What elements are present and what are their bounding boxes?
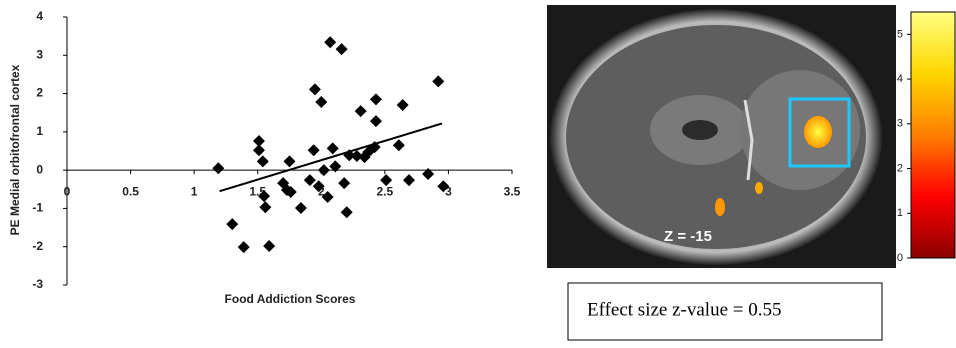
point <box>338 177 350 189</box>
point <box>341 206 353 218</box>
x-tick-label: 0.5 <box>122 184 139 198</box>
cbar-tick-label: 0 <box>897 252 903 264</box>
point <box>304 174 316 186</box>
caption: Effect size z-value = 0.55 <box>587 299 781 320</box>
y-tick-label: 2 <box>36 86 43 100</box>
point <box>370 93 382 105</box>
x-tick-label: 3.5 <box>504 184 521 198</box>
cbar-tick-label: 3 <box>897 118 903 130</box>
y-tick-label: 0 <box>36 162 43 176</box>
point <box>393 139 405 151</box>
point <box>257 155 269 167</box>
y-axis-label: PE Medial orbitofrontal cortex <box>8 64 22 235</box>
point <box>336 43 348 55</box>
point <box>403 174 415 186</box>
point <box>253 144 265 156</box>
point <box>295 202 307 214</box>
point <box>308 144 320 156</box>
point <box>370 115 382 127</box>
y-tick-label: -2 <box>32 239 43 253</box>
y-tick-label: 4 <box>36 9 43 23</box>
point <box>315 96 327 108</box>
cbar-tick-label: 5 <box>897 28 903 40</box>
cbar-tick-label: 2 <box>897 162 903 174</box>
x-tick-label: 2.5 <box>377 184 394 198</box>
point <box>355 105 367 117</box>
point <box>324 36 336 48</box>
point <box>226 218 238 230</box>
y-tick-label: 3 <box>36 47 43 61</box>
point <box>397 99 409 111</box>
cbar-tick-label: 4 <box>897 73 903 85</box>
point <box>327 142 339 154</box>
figure: Z = -15 Effect size z-value = 0.55 -3 -2 -… <box>0 0 956 348</box>
point <box>263 240 275 252</box>
x-axis-label: Food Addiction Scores <box>225 292 356 306</box>
colorbar <box>911 12 955 258</box>
point <box>309 83 321 95</box>
point <box>432 75 444 87</box>
slice-label: Z = -15 <box>664 228 712 245</box>
brain-image: Z = -15 <box>547 5 896 268</box>
point <box>238 241 250 253</box>
x-tick-label: 1 <box>191 184 198 198</box>
y-tick-label: -3 <box>32 277 43 291</box>
point <box>284 155 296 167</box>
x-tick-label: 0 <box>64 184 71 198</box>
point <box>318 164 330 176</box>
y-tick-label: 1 <box>36 124 43 138</box>
y-tick-label: -1 <box>32 201 43 215</box>
cbar-tick-label: 1 <box>897 207 903 219</box>
point <box>212 162 224 174</box>
point <box>259 201 271 213</box>
